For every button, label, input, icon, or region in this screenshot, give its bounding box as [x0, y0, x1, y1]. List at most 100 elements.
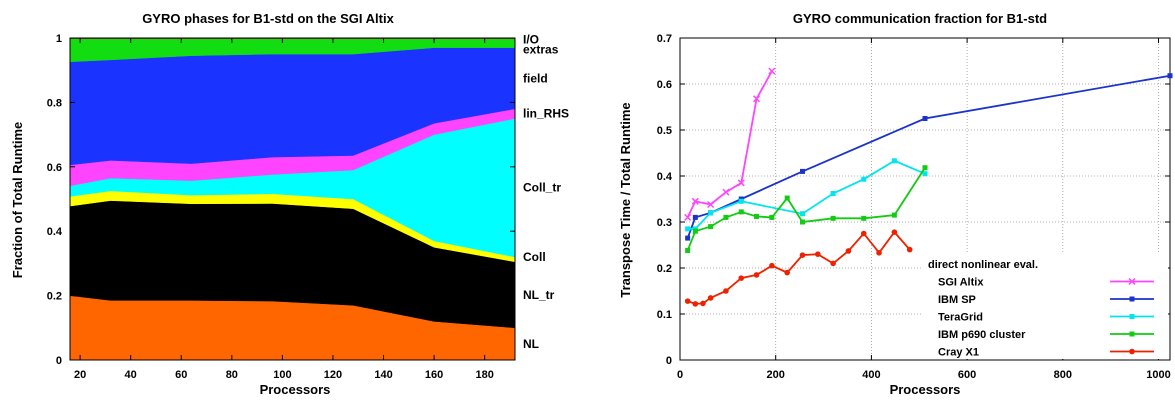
- x-tick-label: 180: [475, 369, 493, 381]
- data-point: [691, 197, 699, 205]
- band-label-i-o: I/O: [523, 33, 539, 47]
- data-point: [685, 235, 691, 241]
- data-point: [754, 213, 760, 219]
- legend-label: IBM SP: [938, 294, 976, 306]
- y-tick-label: 0.5: [657, 125, 672, 137]
- chart-title: GYRO communication fraction for B1-std: [793, 11, 1047, 26]
- data-point: [685, 226, 691, 232]
- series-cray-x1: [684, 229, 913, 307]
- x-axis-label: Processors: [260, 382, 331, 397]
- data-point: [876, 250, 882, 256]
- data-point: [723, 214, 729, 220]
- data-point: [738, 209, 744, 215]
- data-point: [1129, 348, 1135, 355]
- data-point: [753, 272, 760, 278]
- data-point: [692, 228, 698, 234]
- data-point: [800, 211, 805, 217]
- series-sgi-altix: [684, 67, 776, 221]
- y-tick-label: 0.1: [657, 309, 672, 321]
- data-point: [845, 248, 852, 254]
- data-point: [1128, 277, 1136, 286]
- series-lines: [684, 67, 1173, 307]
- legend-item-ibm-sp: IBM SP: [938, 294, 1154, 306]
- stacked-areas: [69, 37, 516, 361]
- y-tick-label: 0.3: [657, 217, 672, 229]
- data-point: [769, 262, 775, 269]
- legend-label: TeraGrid: [938, 312, 983, 324]
- data-point: [830, 190, 836, 196]
- data-point: [692, 301, 699, 307]
- data-point: [723, 288, 729, 294]
- data-point: [906, 246, 913, 253]
- data-point: [891, 212, 897, 218]
- band-label-lin-rhs: lin_RHS: [523, 107, 569, 121]
- x-tick-label: 60: [175, 369, 187, 381]
- data-point: [922, 116, 928, 121]
- data-point: [800, 219, 805, 225]
- band-label-nl: NL: [523, 337, 539, 351]
- data-point: [815, 251, 821, 257]
- series-line: [686, 70, 773, 218]
- x-tick-label: 80: [226, 369, 238, 381]
- y-tick-label: 0.4: [47, 226, 63, 238]
- data-point: [830, 260, 836, 267]
- y-tick-label: 0: [666, 355, 672, 367]
- legend-title: direct nonlinear eval.: [928, 259, 1038, 271]
- legend: direct nonlinear eval. SGI Altix IBM SP Te…: [922, 254, 1168, 359]
- data-point: [830, 215, 836, 221]
- data-point: [738, 275, 745, 281]
- data-point: [738, 198, 744, 204]
- y-tick-label: 0.2: [657, 263, 672, 275]
- data-point: [1129, 331, 1135, 337]
- data-point: [768, 67, 776, 75]
- data-point: [707, 200, 715, 209]
- legend-label: SGI Altix: [938, 277, 984, 289]
- x-tick-label: 1000: [1146, 369, 1170, 381]
- legend-item-sgi-altix: SGI Altix: [938, 277, 1154, 289]
- data-point: [684, 213, 692, 221]
- data-point: [692, 214, 698, 220]
- y-axis-label: Fraction of Total Runtime: [10, 122, 25, 278]
- data-point: [737, 179, 745, 187]
- tick-labels: 0 0.1 0.2 0.3 0.4 0.5 0.6 0.7 0 200 400 600 800 1000: [657, 33, 1171, 381]
- y-tick-label: 0.6: [657, 79, 672, 91]
- x-tick-label: 800: [1054, 369, 1072, 381]
- data-point: [708, 224, 714, 230]
- data-point: [722, 188, 730, 196]
- data-point: [684, 298, 691, 304]
- data-point: [922, 171, 928, 177]
- data-point: [784, 269, 790, 276]
- data-point: [700, 300, 706, 307]
- data-point: [861, 215, 867, 221]
- x-tick-label: 140: [374, 369, 392, 381]
- data-point: [685, 248, 691, 254]
- phases-area-chart: GYRO phases for B1-std on the SGI Altix …: [10, 11, 569, 397]
- x-tick-label: 20: [74, 369, 86, 381]
- x-axis-label: Processors: [890, 382, 961, 397]
- band-label-nl-tr: NL_tr: [523, 288, 555, 302]
- data-point: [860, 230, 867, 237]
- band-label-extras: extras: [523, 42, 559, 56]
- y-axis-label: Transpose Time / Total Runtime: [618, 102, 633, 297]
- data-point: [861, 176, 867, 182]
- data-point: [1129, 296, 1135, 302]
- x-tick-label: 100: [273, 369, 291, 381]
- data-point: [799, 252, 806, 258]
- data-point: [784, 195, 790, 201]
- x-tick-label: 40: [125, 369, 137, 381]
- axes: [679, 37, 1171, 361]
- y-tick-label: 1: [56, 33, 62, 45]
- axes: [69, 37, 516, 361]
- data-point: [1129, 314, 1135, 319]
- data-point: [891, 158, 897, 164]
- plot-frame: [69, 37, 516, 361]
- data-point: [800, 168, 805, 174]
- y-tick-label: 0.2: [47, 291, 62, 303]
- data-point: [922, 165, 928, 171]
- legend-item-ibm-p690-cluster: IBM p690 cluster: [938, 329, 1154, 341]
- y-tick-label: 0.4: [657, 171, 673, 183]
- legend-background: [922, 254, 1168, 359]
- series-line: [686, 74, 1171, 239]
